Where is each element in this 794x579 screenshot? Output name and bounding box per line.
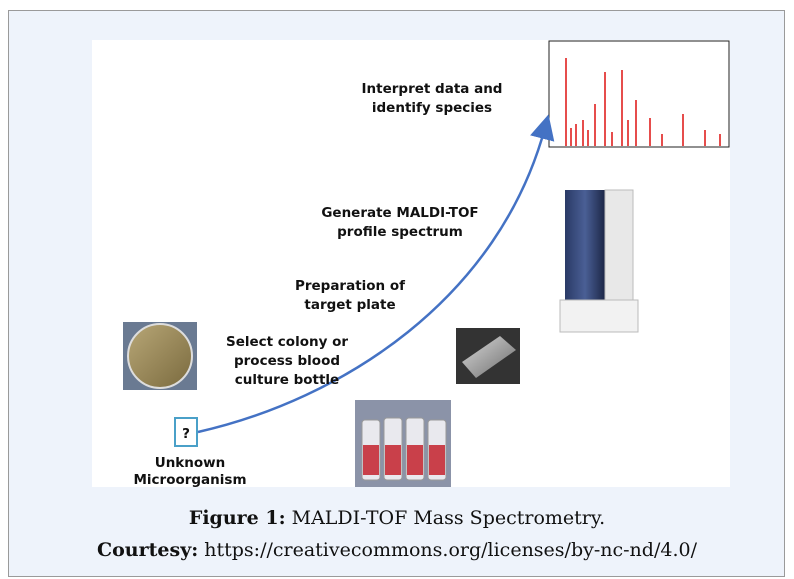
courtesy: Courtesy: https://creativecommons.org/lic… [97,539,698,561]
step-label: Preparation of [295,278,405,294]
caption-label: Figure 1: [189,507,286,529]
caption-text: MALDI-TOF Mass Spectrometry. [292,507,606,529]
spectrum-plot [549,41,729,147]
step-label: Interpret data and [362,81,503,97]
step-label: Generate MALDI-TOF [321,205,478,221]
caption: Figure 1: MALDI-TOF Mass Spectrometry. [189,507,605,529]
petri-dish [123,322,197,390]
step-label: identify species [372,100,492,116]
step-label: Select colony or [226,334,348,350]
figure-panel: ? Interpret data and identify species Ge… [0,0,794,579]
step-label: target plate [304,297,395,313]
question-mark: ? [182,426,190,442]
step-label: process blood [234,353,340,369]
step-label: culture bottle [235,372,339,388]
page: {"figure": { "labels": [ {"lines": ["Int… [0,0,794,579]
courtesy-label: Courtesy: [97,539,198,561]
maldi-instrument [560,190,638,332]
step-label: profile spectrum [337,224,463,240]
step-label: Unknown [155,455,226,471]
step-label: Microorganism [133,472,246,488]
target-plate [456,328,520,384]
courtesy-url: https://creativecommons.org/licenses/by-… [204,539,697,561]
culture-bottles [355,400,451,487]
